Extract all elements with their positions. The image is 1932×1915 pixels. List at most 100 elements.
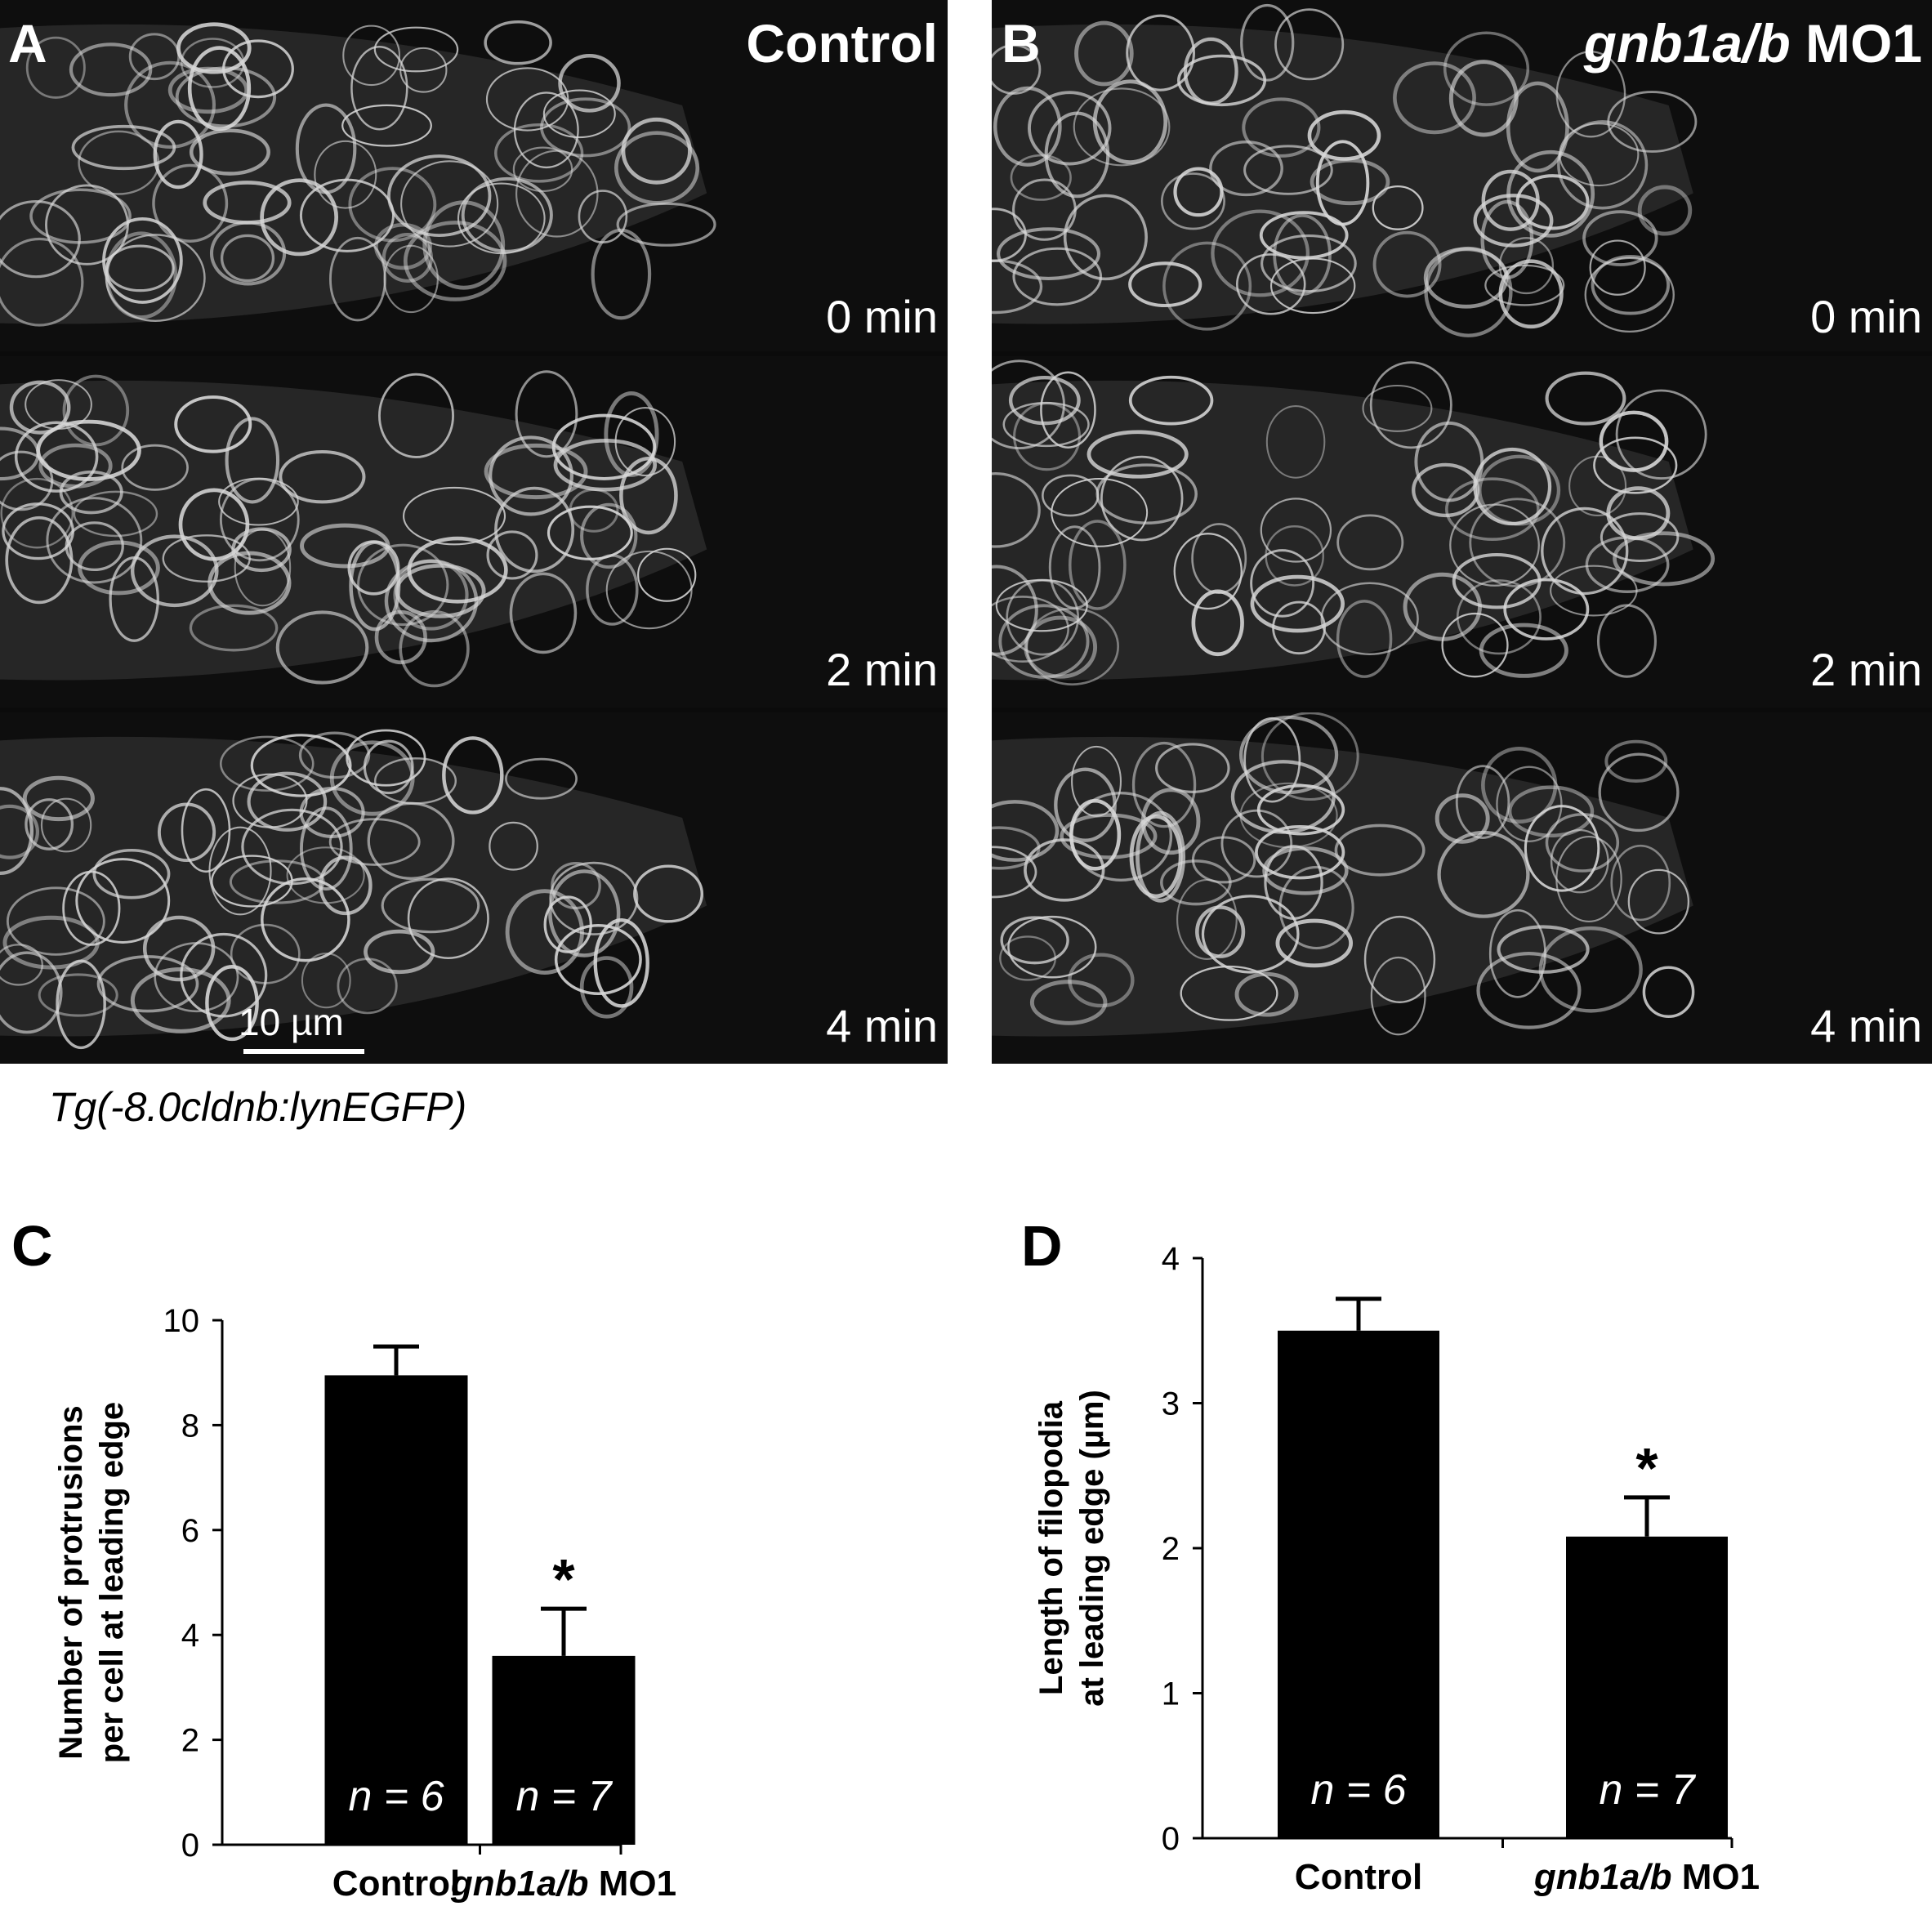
cell-outline bbox=[1260, 234, 1357, 293]
y-tick-label: 0 bbox=[1162, 1821, 1180, 1857]
cell-outline bbox=[178, 488, 250, 561]
cell-outline bbox=[46, 497, 143, 584]
cell-outline bbox=[395, 563, 486, 618]
micrograph-texture bbox=[0, 729, 707, 1050]
cell-outline bbox=[0, 804, 40, 859]
cell-outline bbox=[1642, 966, 1695, 1018]
cell-outline bbox=[1334, 824, 1426, 877]
cell-outline bbox=[1481, 747, 1558, 824]
cell-outline bbox=[442, 736, 504, 815]
cell-outline bbox=[992, 826, 1041, 870]
panel-b-frame-2 bbox=[992, 356, 1932, 708]
cell-outline bbox=[128, 33, 181, 81]
cell-outline bbox=[605, 550, 693, 630]
cell-outline bbox=[1506, 81, 1569, 173]
cell-outline bbox=[1000, 916, 1069, 965]
cell-outline bbox=[1615, 389, 1707, 480]
cell-outline bbox=[0, 944, 43, 986]
cell-outline bbox=[219, 477, 300, 562]
category-label: Control bbox=[1295, 1857, 1422, 1897]
cell-outline bbox=[1073, 87, 1171, 167]
cell-outline bbox=[992, 472, 1041, 548]
cell-outline bbox=[1557, 120, 1649, 210]
cell-outline bbox=[1585, 536, 1670, 593]
panel-a-micrograph: A Control 0 min 2 min 4 min 10 µm bbox=[0, 0, 948, 1064]
cell-outline bbox=[1598, 752, 1680, 833]
cell-outline bbox=[1469, 498, 1566, 587]
cell-outline bbox=[1234, 971, 1299, 1017]
y-axis-label-line: per cell at leading edge bbox=[94, 1402, 130, 1763]
panel-a-frame-2 bbox=[0, 356, 948, 708]
panel-b-frame-0 bbox=[992, 0, 1932, 351]
chart-c: 0 2 4 6 8 10 Number of protrusions per cell at … bbox=[53, 1303, 676, 1904]
cell-outline bbox=[1028, 91, 1112, 166]
cell-outline bbox=[0, 237, 84, 327]
cell-outline bbox=[102, 217, 183, 304]
cell-outline bbox=[1191, 836, 1256, 884]
cell-outline bbox=[1610, 844, 1671, 922]
cell-outline bbox=[1269, 257, 1356, 315]
cell-outline bbox=[1443, 31, 1530, 106]
panel-b-condition-rest: MO1 bbox=[1790, 13, 1922, 74]
micrograph-texture bbox=[992, 712, 1695, 1037]
cell-outline bbox=[489, 435, 573, 516]
scale-bar-label: 10 µm bbox=[239, 1001, 344, 1043]
category-label: Control bbox=[332, 1864, 460, 1904]
cell-outline bbox=[484, 20, 552, 65]
tissue-body bbox=[992, 736, 1693, 1037]
cell-outline bbox=[162, 534, 251, 583]
y-tick-label: 4 bbox=[181, 1618, 199, 1654]
cell-outline bbox=[1596, 604, 1657, 678]
cell-outline bbox=[1515, 174, 1590, 230]
cell-outline bbox=[0, 199, 81, 279]
cell-outline bbox=[540, 97, 631, 158]
cell-outline bbox=[208, 826, 272, 916]
cell-outline bbox=[457, 182, 546, 255]
cell-outline bbox=[175, 66, 277, 128]
cell-outline bbox=[1243, 145, 1333, 195]
cell-outline bbox=[295, 103, 357, 194]
cell-outline bbox=[1370, 956, 1426, 1036]
cell-outline bbox=[71, 124, 176, 171]
cell-outline bbox=[157, 802, 216, 863]
cell-outline bbox=[461, 176, 553, 253]
cell-outline bbox=[505, 757, 578, 800]
y-axis-label-line: Number of protrusions bbox=[53, 1405, 89, 1759]
cell-outline bbox=[1048, 525, 1101, 609]
cell-outline bbox=[0, 787, 34, 875]
cell-outline bbox=[1414, 421, 1484, 502]
cell-outline bbox=[1256, 783, 1345, 836]
significance-marker: * bbox=[552, 1547, 575, 1611]
cell-outline bbox=[220, 234, 275, 283]
cell-outline bbox=[152, 163, 229, 243]
cell-outline bbox=[1068, 520, 1127, 610]
cell-outline bbox=[494, 486, 575, 574]
cell-outline bbox=[1275, 918, 1354, 968]
cell-outline bbox=[403, 221, 507, 301]
cell-outline bbox=[1449, 503, 1540, 587]
cell-outline bbox=[1506, 150, 1595, 238]
cell-outline bbox=[1025, 607, 1120, 686]
cell-outline bbox=[1069, 798, 1122, 871]
cell-outline bbox=[1456, 579, 1542, 655]
cell-outline bbox=[542, 89, 616, 139]
cell-outline bbox=[180, 38, 245, 88]
n-label: n = 7 bbox=[1599, 1766, 1696, 1814]
y-tick-label: 4 bbox=[1162, 1241, 1180, 1277]
cell-outline bbox=[1235, 253, 1306, 315]
cell-outline bbox=[580, 502, 638, 569]
cell-outline bbox=[1201, 895, 1300, 974]
y-tick-label: 2 bbox=[181, 1723, 199, 1759]
cell-outline bbox=[153, 119, 203, 190]
cell-outline bbox=[543, 895, 592, 953]
cell-outline bbox=[633, 864, 704, 923]
panel-b-time-0: 0 min bbox=[1810, 291, 1922, 342]
cell-outline bbox=[342, 25, 401, 87]
cell-outline bbox=[1155, 743, 1230, 793]
cell-outline bbox=[1160, 172, 1226, 230]
y-tick-label: 10 bbox=[163, 1303, 200, 1339]
y-axis-label: Length of filopodia at leading edge (µm) bbox=[1033, 1390, 1110, 1707]
cell-outline bbox=[62, 374, 130, 447]
cell-outline bbox=[484, 443, 588, 500]
cell-outline bbox=[300, 806, 353, 891]
